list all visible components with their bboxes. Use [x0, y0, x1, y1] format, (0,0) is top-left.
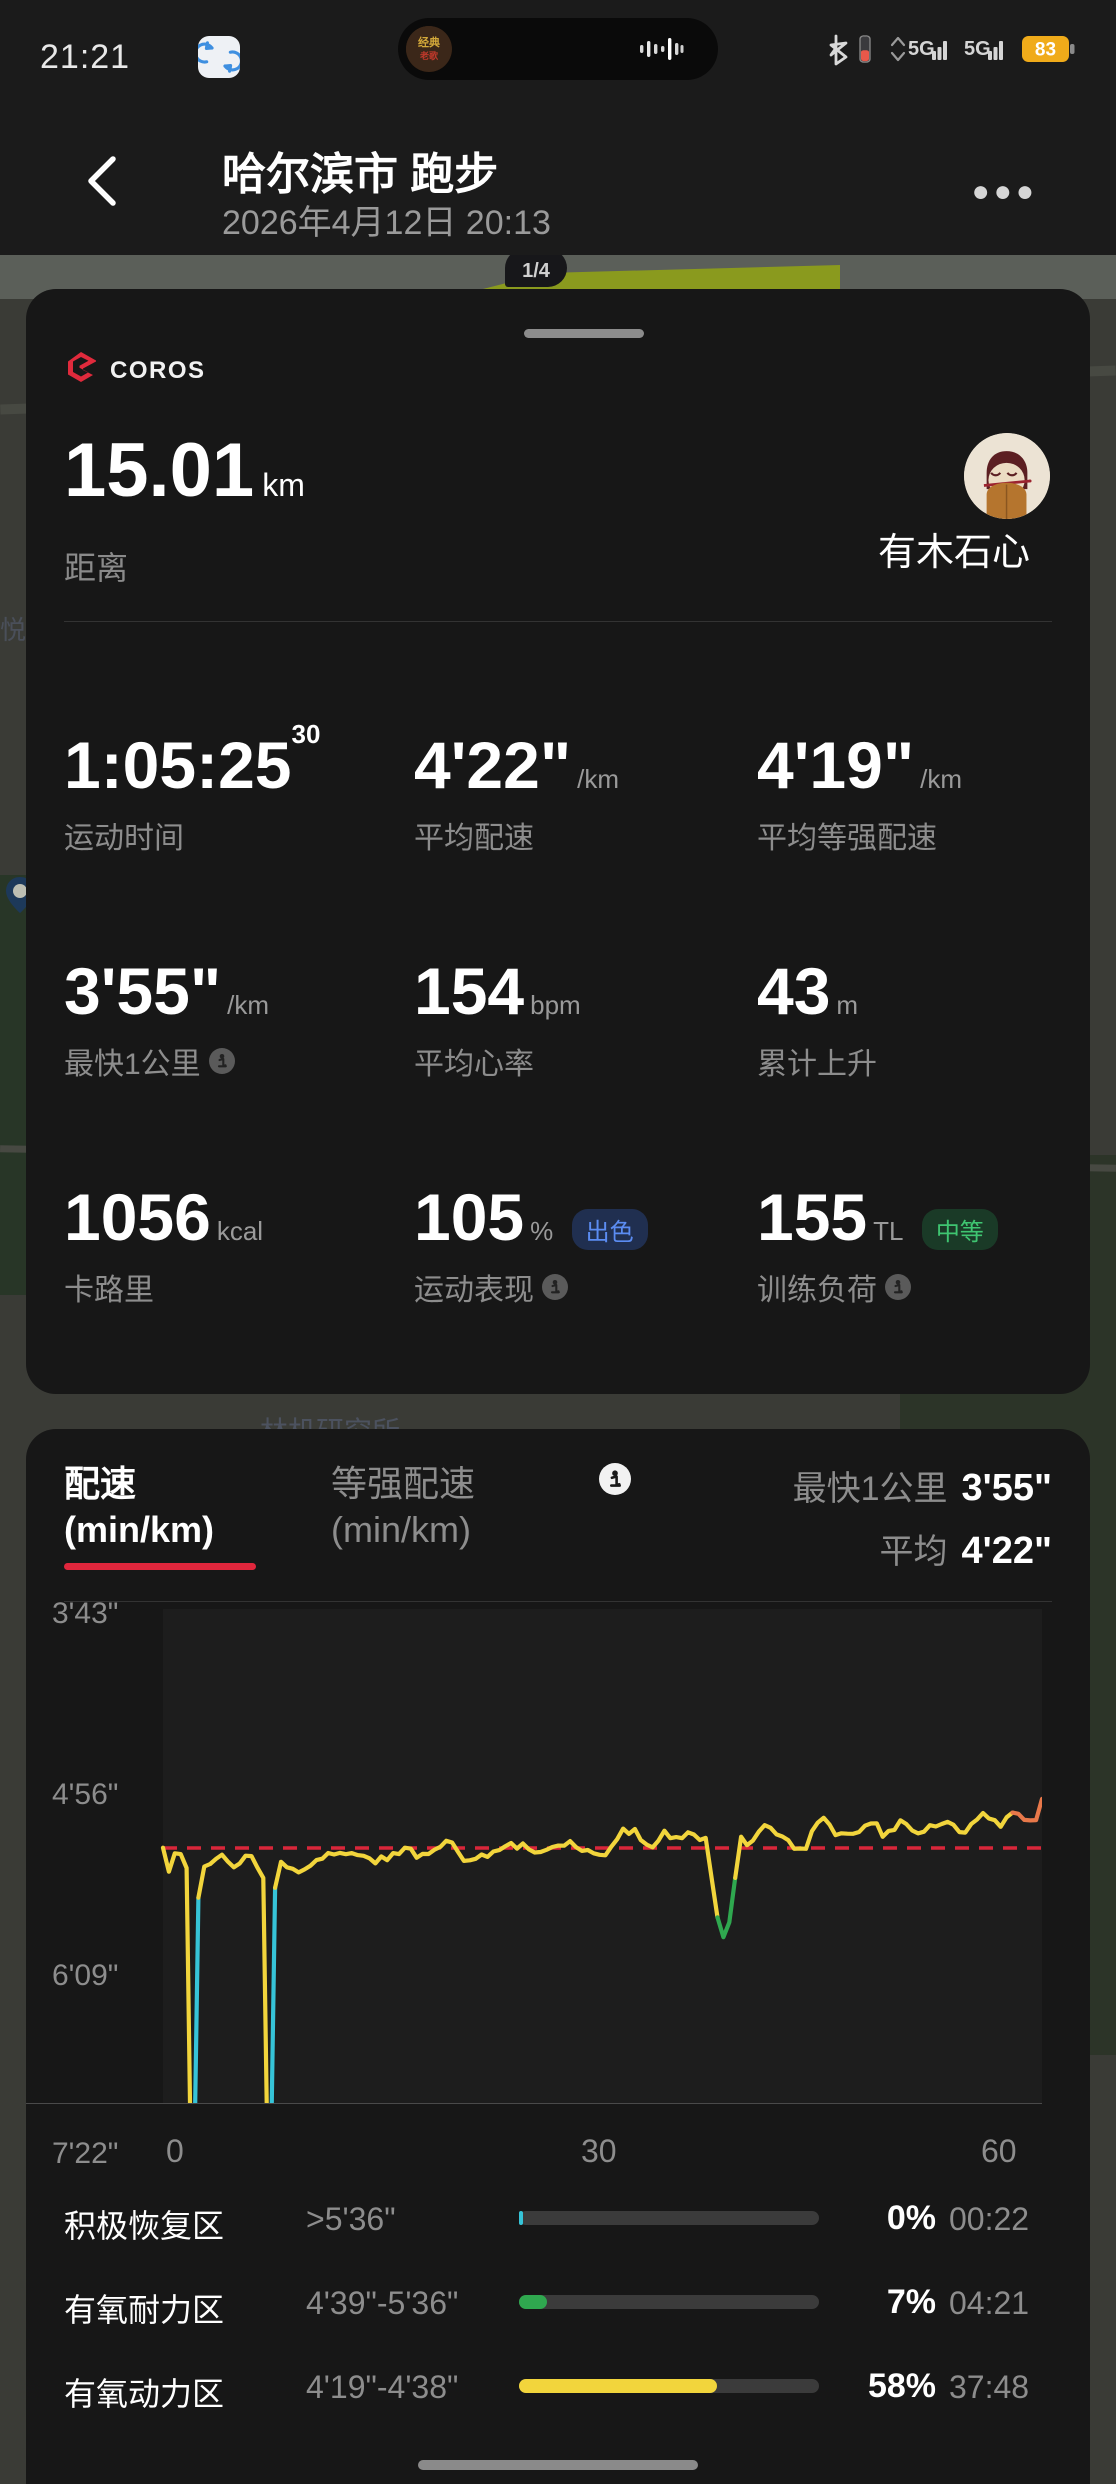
svg-text:经典: 经典 [418, 35, 440, 49]
svg-text:老歌: 老歌 [419, 50, 439, 61]
svg-text:COROS: COROS [110, 357, 206, 384]
svg-text:5G: 5G [964, 38, 991, 60]
svg-text:83: 83 [1035, 40, 1056, 61]
svg-text:5G: 5G [908, 38, 935, 60]
